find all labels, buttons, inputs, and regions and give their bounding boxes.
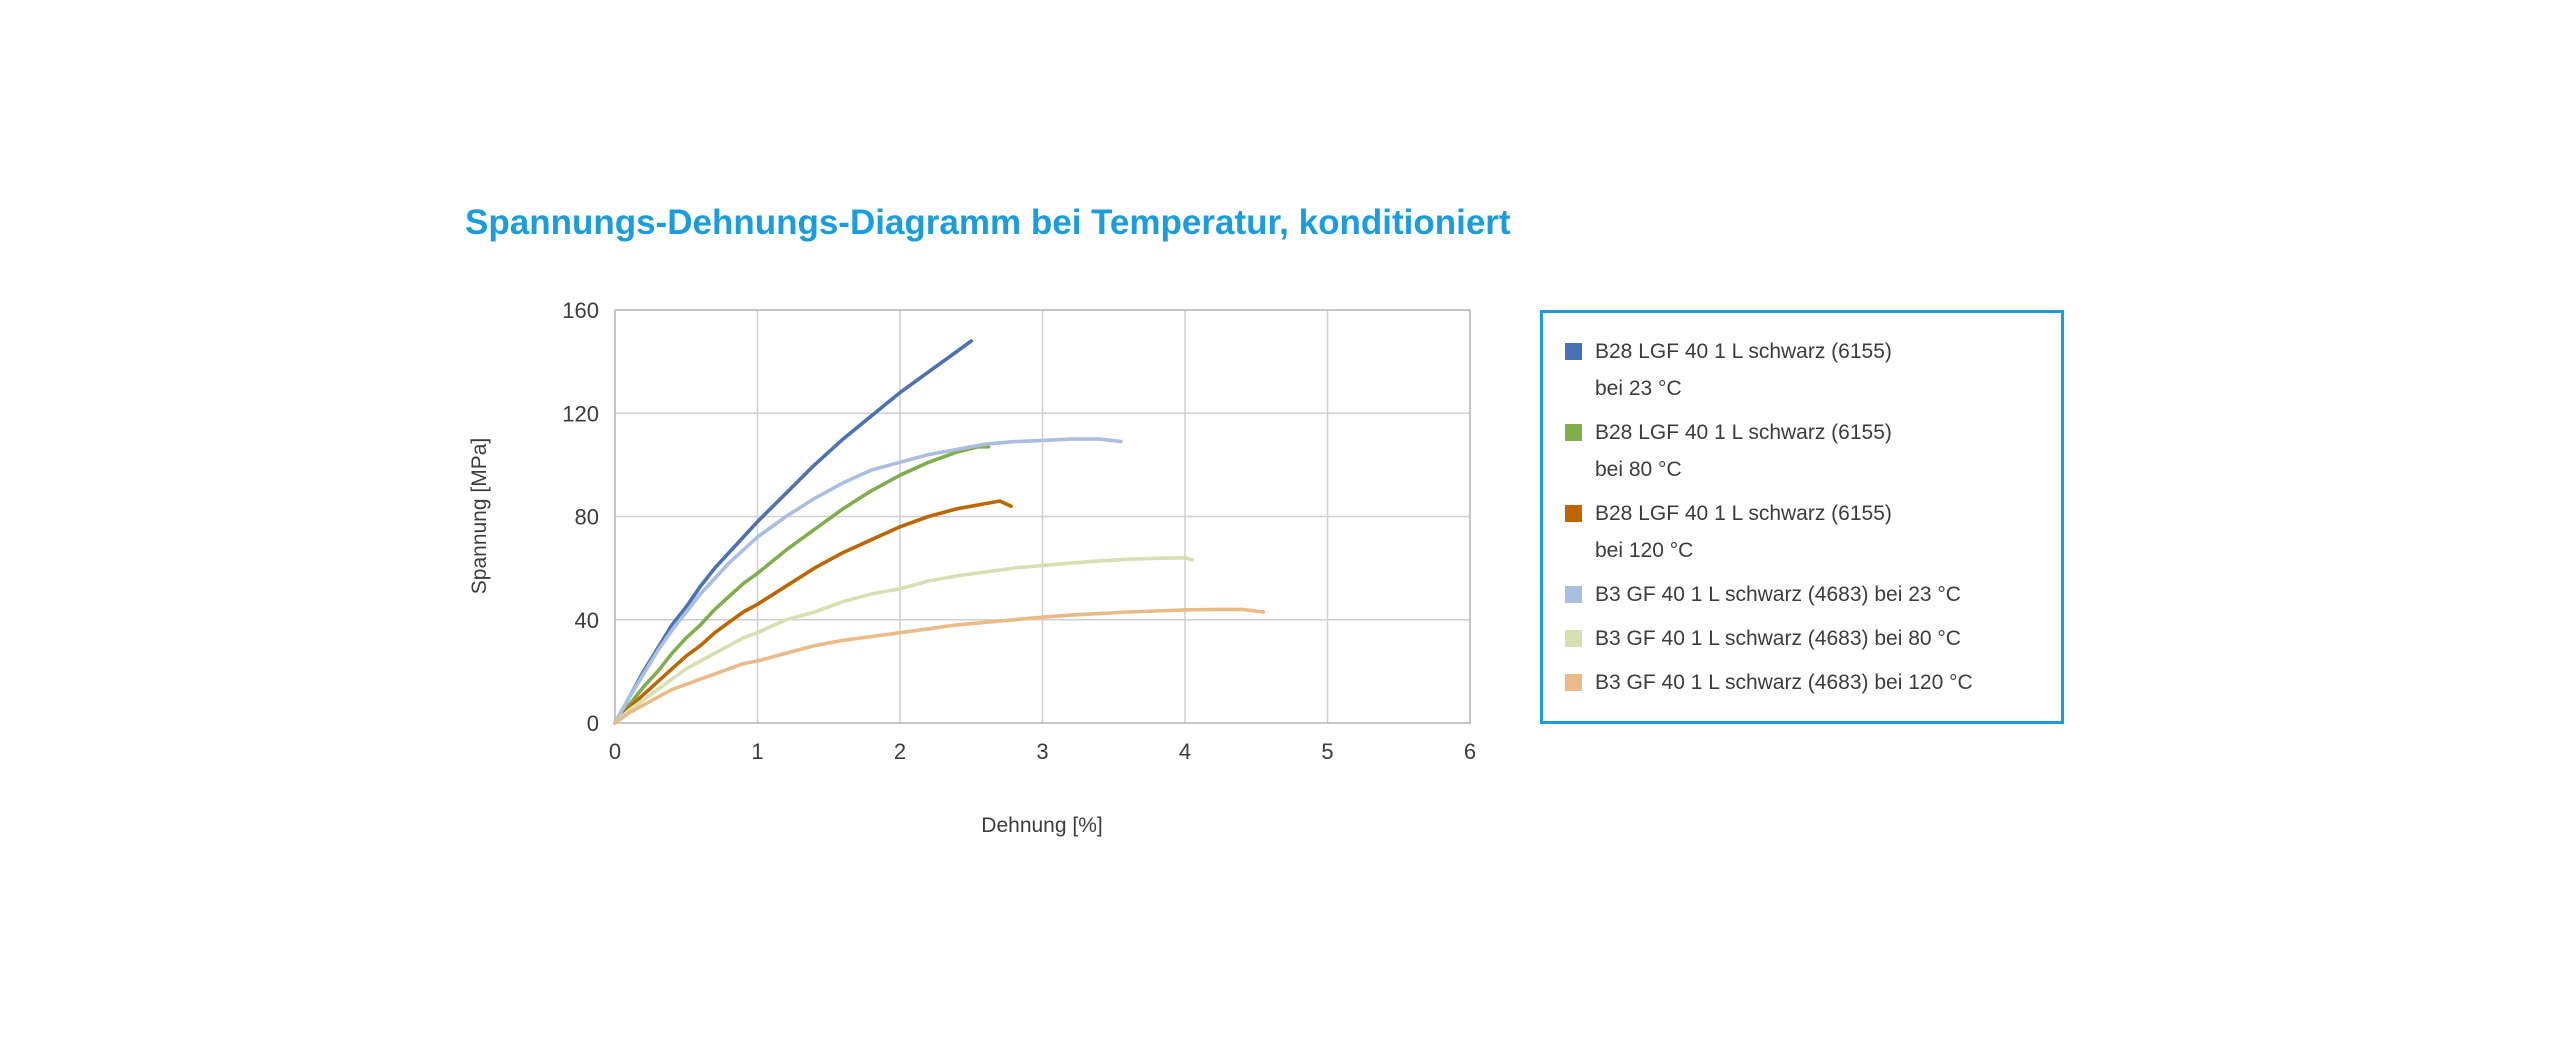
x-axis-label: Dehnung [%] xyxy=(981,814,1103,837)
legend-item-1: B28 LGF 40 1 L schwarz (6155) bei 23 °C xyxy=(1565,333,2039,407)
legend-swatch xyxy=(1565,674,1582,691)
legend-label-line: B28 LGF 40 1 L schwarz (6155) xyxy=(1595,421,1892,444)
legend-swatch xyxy=(1565,586,1582,603)
legend-item-6: B3 GF 40 1 L schwarz (4683) bei 120 °C xyxy=(1565,664,2039,701)
legend-label-line: B3 GF 40 1 L schwarz (4683) bei 120 °C xyxy=(1595,671,1973,694)
x-tick-label: 2 xyxy=(894,739,906,764)
legend-label-line: B28 LGF 40 1 L schwarz (6155) xyxy=(1595,340,1892,363)
legend-swatch xyxy=(1565,630,1582,647)
legend-label: B3 GF 40 1 L schwarz (4683) bei 120 °C xyxy=(1595,664,1973,701)
x-tick-label: 3 xyxy=(1036,739,1048,764)
x-tick-label: 6 xyxy=(1464,739,1476,764)
legend-item-2: B28 LGF 40 1 L schwarz (6155) bei 80 °C xyxy=(1565,414,2039,488)
y-tick-label: 120 xyxy=(562,401,599,426)
legend-label-line: bei 120 °C xyxy=(1595,539,1694,562)
x-tick-label: 4 xyxy=(1179,739,1191,764)
legend-item-5: B3 GF 40 1 L schwarz (4683) bei 80 °C xyxy=(1565,620,2039,657)
series-line-1 xyxy=(613,339,974,725)
series-line-5 xyxy=(613,556,1194,725)
legend-label: B3 GF 40 1 L schwarz (4683) bei 80 °C xyxy=(1595,620,1961,657)
legend-swatch xyxy=(1565,505,1582,522)
legend-swatch xyxy=(1565,343,1582,360)
y-tick-label: 40 xyxy=(575,608,599,633)
legend-label: B28 LGF 40 1 L schwarz (6155) bei 120 °C xyxy=(1595,495,1892,569)
legend-label: B3 GF 40 1 L schwarz (4683) bei 23 °C xyxy=(1595,576,1961,613)
y-tick-label: 0 xyxy=(587,711,599,736)
legend-label-line: bei 80 °C xyxy=(1595,458,1682,481)
legend-swatch xyxy=(1565,424,1582,441)
series-line-6 xyxy=(613,607,1266,725)
legend-label-line: B3 GF 40 1 L schwarz (4683) bei 80 °C xyxy=(1595,627,1961,650)
plot-border xyxy=(614,309,1471,724)
y-tick-label: 160 xyxy=(562,298,599,323)
legend-label: B28 LGF 40 1 L schwarz (6155) bei 80 °C xyxy=(1595,414,1892,488)
legend-label-line: B3 GF 40 1 L schwarz (4683) bei 23 °C xyxy=(1595,583,1961,606)
series-line-2 xyxy=(613,445,991,725)
y-axis-label: Spannung [MPa] xyxy=(468,437,491,595)
legend: B28 LGF 40 1 L schwarz (6155) bei 23 °C B2… xyxy=(1540,310,2064,724)
y-tick-label: 80 xyxy=(575,505,599,530)
legend-label-line: bei 23 °C xyxy=(1595,377,1682,400)
x-tick-label: 0 xyxy=(609,739,621,764)
series-line-3 xyxy=(613,499,1013,725)
x-tick-label: 5 xyxy=(1321,739,1333,764)
x-tick-label: 1 xyxy=(751,739,763,764)
legend-label-line: B28 LGF 40 1 L schwarz (6155) xyxy=(1595,502,1892,525)
chart-title: Spannungs-Dehnungs-Diagramm bei Temperat… xyxy=(465,203,1511,242)
series-line-4 xyxy=(613,437,1123,725)
legend-item-4: B3 GF 40 1 L schwarz (4683) bei 23 °C xyxy=(1565,576,2039,613)
legend-label: B28 LGF 40 1 L schwarz (6155) bei 23 °C xyxy=(1595,333,1892,407)
legend-item-3: B28 LGF 40 1 L schwarz (6155) bei 120 °C xyxy=(1565,495,2039,569)
